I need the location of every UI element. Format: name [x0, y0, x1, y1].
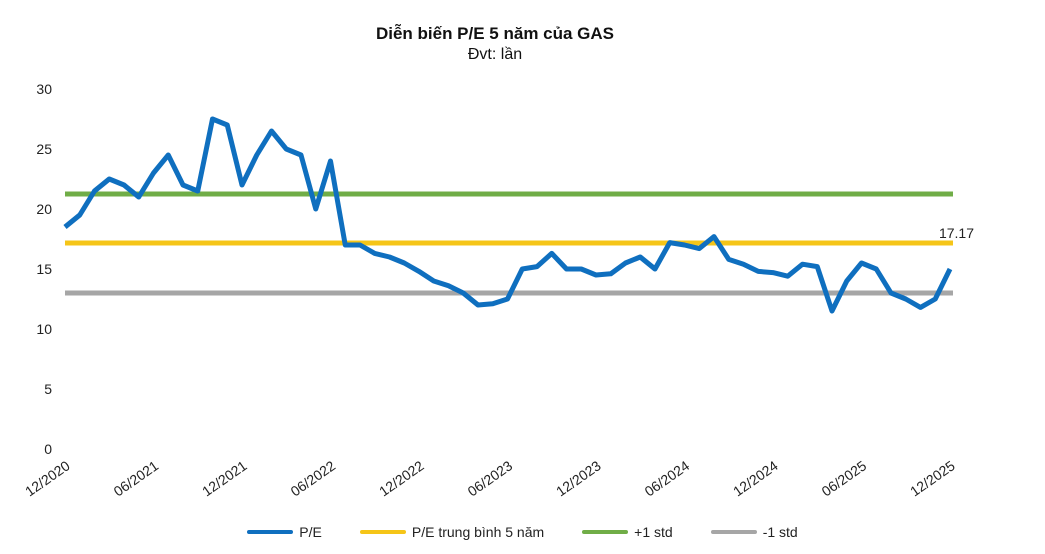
x-tick-label: 12/2025: [907, 457, 958, 499]
data-label: 17.17: [939, 225, 974, 241]
legend-item: +1 std: [582, 524, 673, 540]
x-tick-label: 12/2021: [199, 457, 250, 499]
x-tick-label: 06/2023: [465, 457, 516, 499]
y-tick-label: 10: [36, 321, 52, 337]
x-tick-label: 06/2021: [111, 457, 162, 499]
x-tick-label: 06/2024: [642, 457, 693, 499]
x-tick-label: 12/2024: [730, 457, 781, 499]
y-tick-label: 15: [36, 261, 52, 277]
legend-swatch: [359, 530, 406, 534]
y-tick-label: 30: [36, 81, 52, 97]
chart-subtitle: Đvt: lần: [467, 46, 523, 63]
y-tick-label: 25: [36, 141, 52, 157]
x-tick-label: 12/2022: [376, 457, 427, 499]
y-tick-label: 5: [44, 381, 52, 397]
y-tick-label: 20: [36, 201, 52, 217]
legend-label: P/E: [299, 524, 322, 540]
legend-swatch: [247, 530, 294, 534]
legend-swatch: [582, 530, 629, 534]
legend-label: P/E trung bình 5 năm: [411, 524, 545, 540]
legend-item: -1 std: [710, 524, 798, 540]
legend-label: +1 std: [634, 524, 673, 540]
x-tick-label: 06/2025: [819, 457, 870, 499]
y-tick-label: 0: [44, 441, 52, 457]
x-tick-label: 12/2020: [22, 457, 73, 499]
pe-series-line: [63, 116, 953, 314]
legend: P/E P/E trung bình 5 năm +1 std -1 std: [0, 524, 1045, 540]
legend-item: P/E trung bình 5 năm: [359, 524, 545, 540]
chart-title: Diễn biến P/E 5 năm của GAS: [375, 24, 615, 43]
x-tick-label: 12/2023: [553, 457, 604, 499]
legend-swatch: [710, 530, 757, 534]
x-tick-label: 06/2022: [288, 457, 339, 499]
legend-item: P/E: [247, 524, 322, 540]
legend-label: -1 std: [762, 524, 798, 540]
